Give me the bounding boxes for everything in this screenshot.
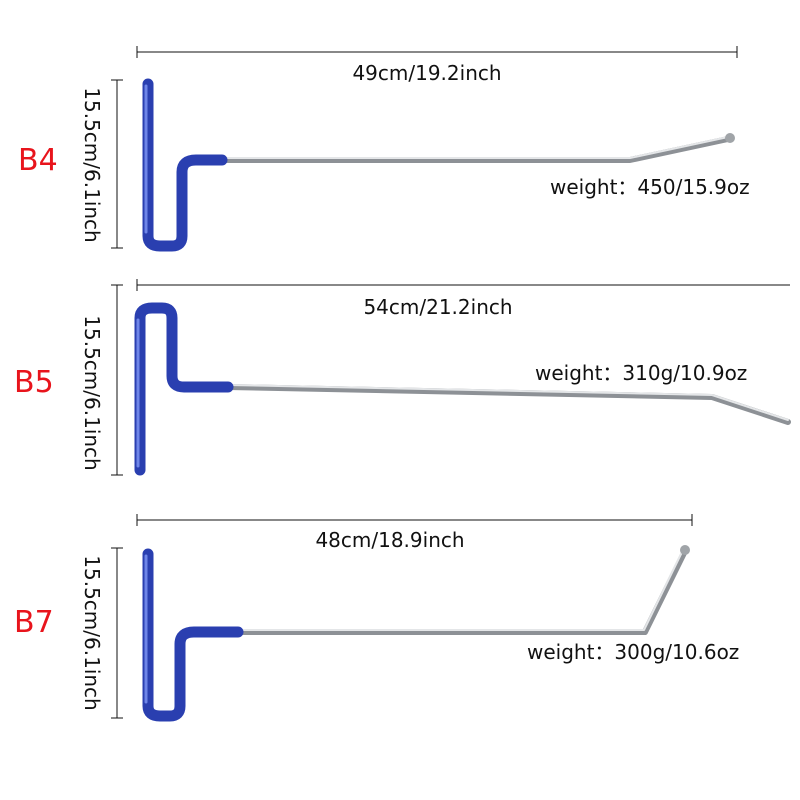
rod-highlight xyxy=(227,384,789,421)
handle xyxy=(142,548,244,722)
model-label: B4 xyxy=(18,143,58,178)
rod-tip xyxy=(725,133,735,143)
rod-tip xyxy=(680,545,690,555)
rod xyxy=(225,384,791,425)
rod xyxy=(235,550,687,635)
rod-highlight xyxy=(237,551,683,631)
model-label: B5 xyxy=(14,365,54,400)
weight-text: weight：310g/10.9oz xyxy=(535,361,747,385)
length-text: 49cm/19.2inch xyxy=(352,61,501,85)
tool-b7: 48cm/18.9inch 15.5cm/6.1inch B7 weight：3… xyxy=(14,514,739,722)
model-label: B7 xyxy=(14,605,54,640)
weight-text: weight：300g/10.6oz xyxy=(527,640,739,664)
rod-highlight xyxy=(221,136,729,159)
handle xyxy=(142,78,228,252)
tool-b5: 54cm/21.2inch 15.5cm/6.1inch B5 weight：3… xyxy=(14,279,791,476)
weight-text: weight：450/15.9oz xyxy=(550,175,750,199)
height-text: 15.5cm/6.1inch xyxy=(80,555,104,710)
length-text: 48cm/18.9inch xyxy=(315,528,464,552)
rod xyxy=(219,136,731,163)
height-text: 15.5cm/6.1inch xyxy=(80,87,104,242)
handle xyxy=(134,302,234,476)
tool-b4: 49cm/19.2inch 15.5cm/6.1inch B4 weight：4… xyxy=(18,46,750,252)
length-text: 54cm/21.2inch xyxy=(363,295,512,319)
height-text: 15.5cm/6.1inch xyxy=(80,315,104,470)
